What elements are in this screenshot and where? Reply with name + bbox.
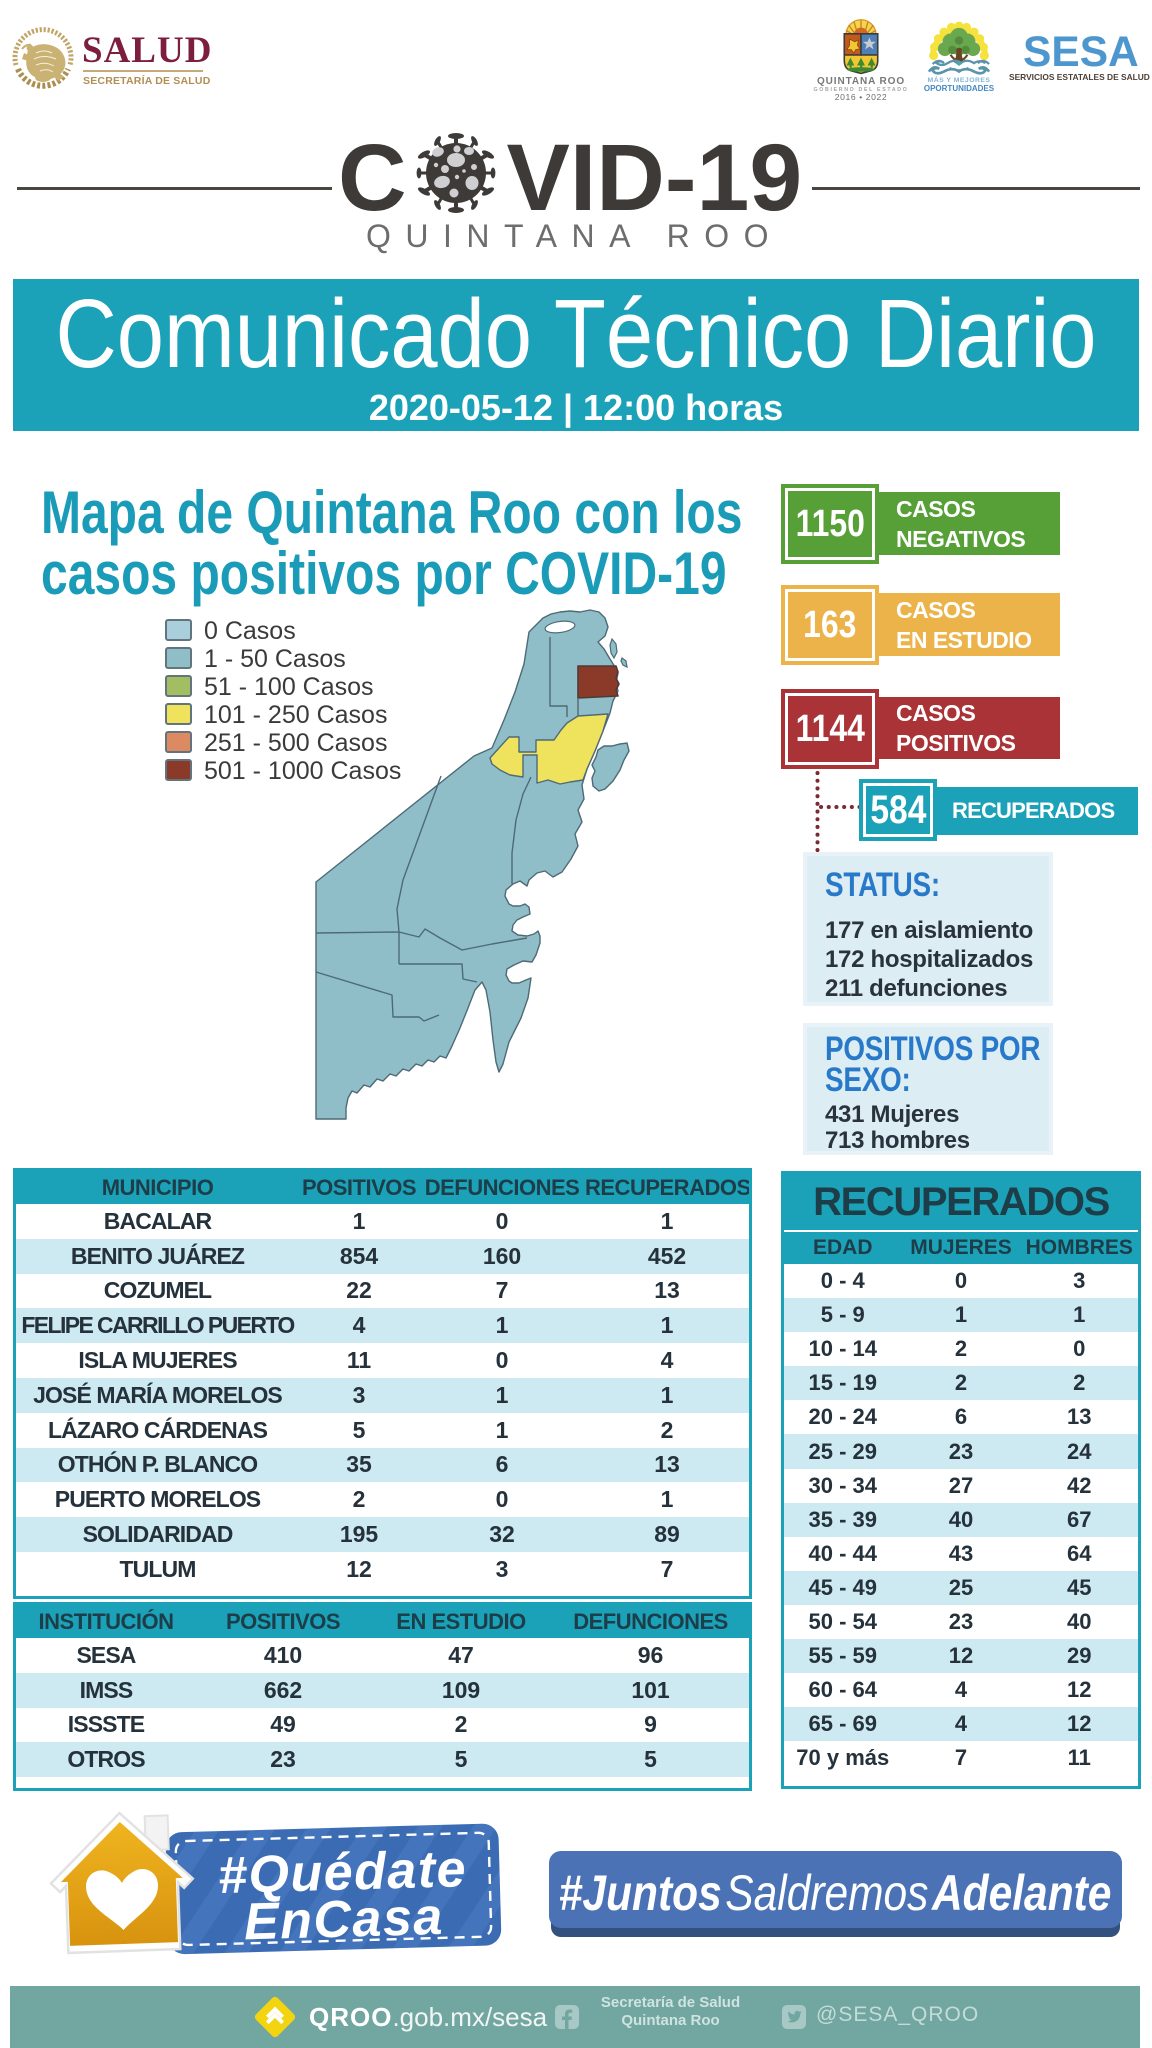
svg-text:OPORTUNIDADES: OPORTUNIDADES: [924, 84, 995, 93]
svg-text:MÁS Y MEJORES: MÁS Y MEJORES: [928, 75, 991, 84]
svg-text:2016 • 2022: 2016 • 2022: [835, 92, 888, 102]
svg-text:GOBIERNO DEL ESTADO: GOBIERNO DEL ESTADO: [814, 87, 909, 93]
svg-text:#Quédate: #Quédate: [217, 1840, 468, 1905]
svg-text:EnCasa: EnCasa: [243, 1888, 444, 1952]
svg-text:QUINTANA ROO: QUINTANA ROO: [817, 76, 905, 87]
